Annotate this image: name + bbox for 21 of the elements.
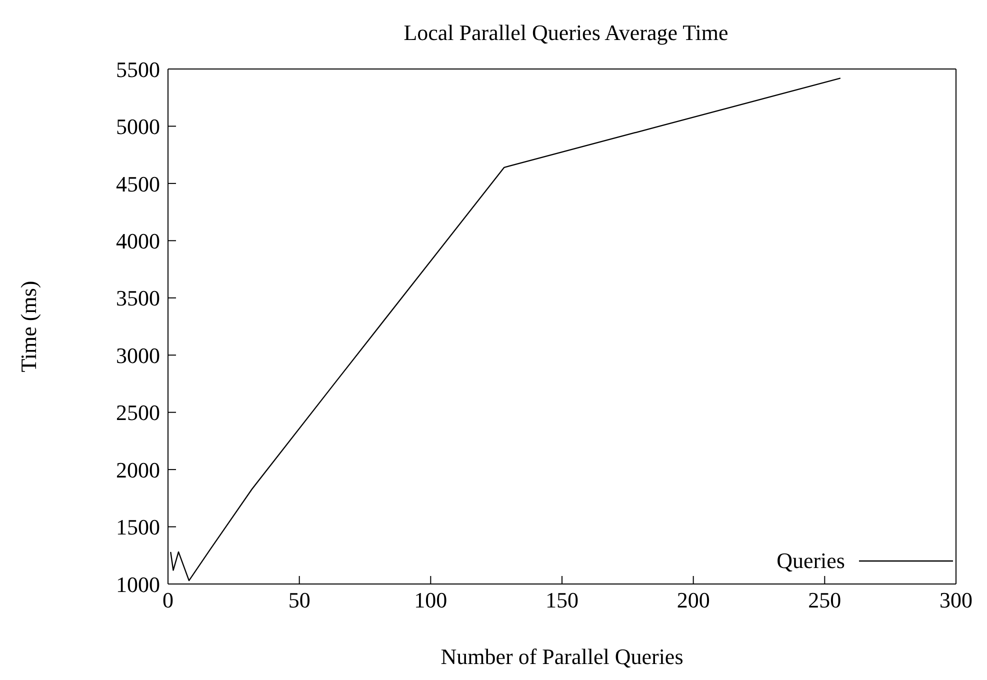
x-tick-label: 300 xyxy=(940,588,972,613)
x-tick-label: 200 xyxy=(676,588,710,613)
y-tick-label: 5000 xyxy=(116,114,160,140)
x-tick-label: 100 xyxy=(414,588,448,613)
y-axis-title: Time (ms) xyxy=(16,280,41,372)
x-tick-label: 250 xyxy=(808,588,842,613)
y-tick-label: 3000 xyxy=(116,342,160,368)
y-tick-label: 4500 xyxy=(116,171,160,196)
y-tick-label: 1000 xyxy=(116,572,160,597)
x-tick-label: 150 xyxy=(546,588,578,613)
chart-title: Local Parallel Queries Average Time xyxy=(402,20,730,46)
y-tick-label: 2500 xyxy=(116,400,160,426)
x-axis-title: Number of Parallel Queries xyxy=(440,644,684,669)
y-tick-label: 5500 xyxy=(116,56,160,82)
legend-label: Queries xyxy=(776,548,845,574)
y-tick-label: 3500 xyxy=(116,286,160,311)
y-tick-label: 2000 xyxy=(116,457,160,482)
x-tick-label: 50 xyxy=(288,588,310,613)
y-tick-label: 1500 xyxy=(116,514,160,540)
x-tick-label: 0 xyxy=(162,588,174,613)
y-tick-label: 4000 xyxy=(116,228,160,254)
